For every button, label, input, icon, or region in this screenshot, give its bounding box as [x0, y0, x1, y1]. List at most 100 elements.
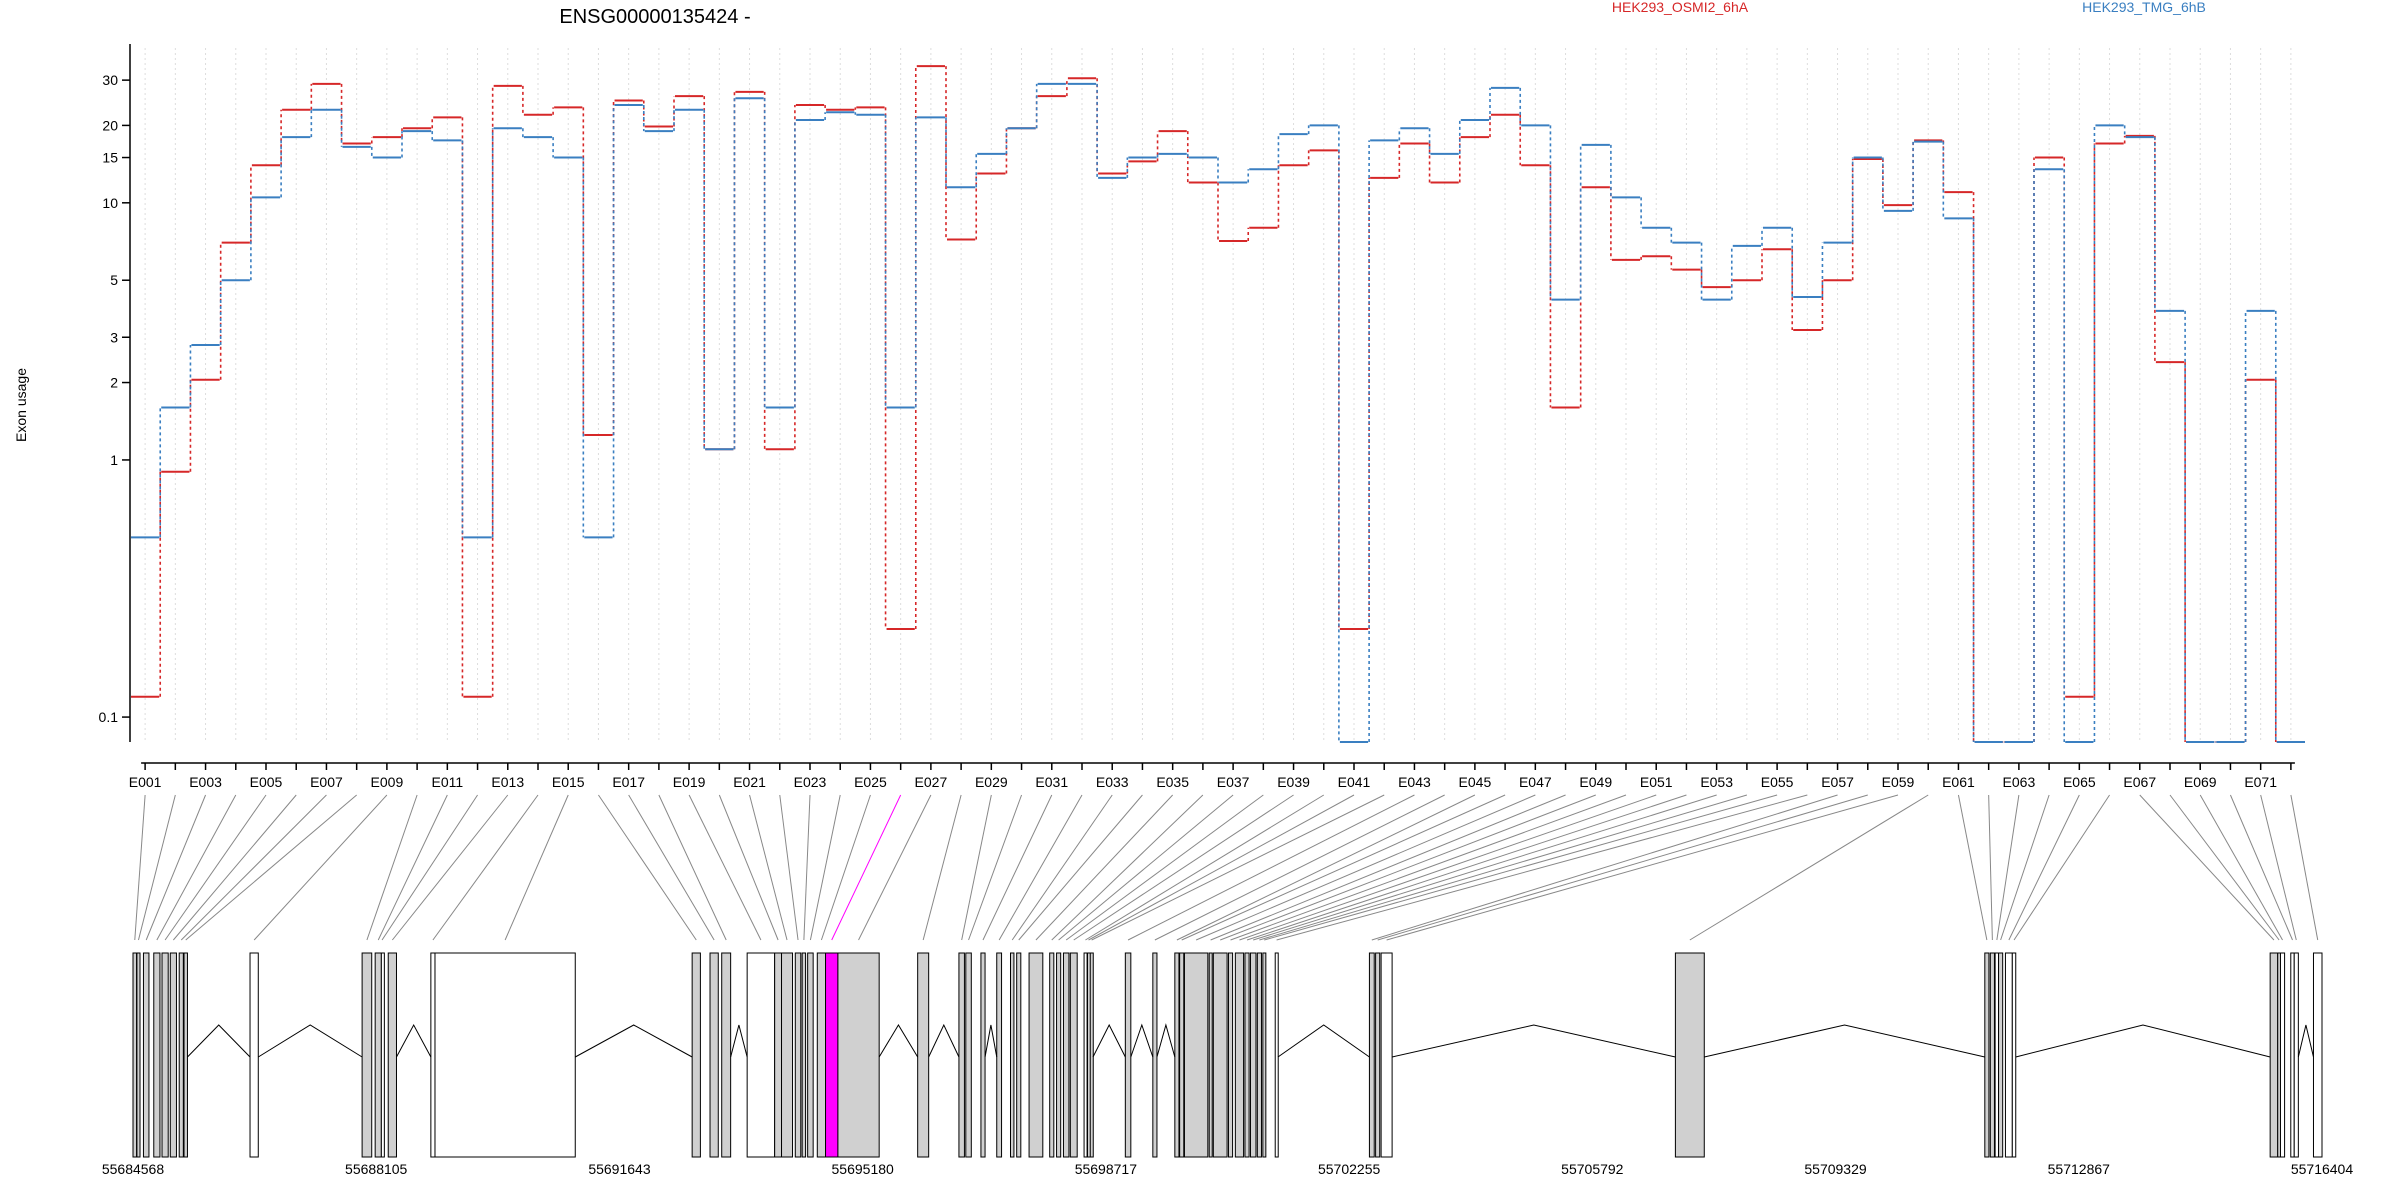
exon-connector — [1176, 794, 1476, 941]
exon-block — [1262, 952, 1267, 1158]
genomic-coordinate-label: 55712867 — [2048, 1161, 2111, 1177]
intron-line — [928, 1023, 960, 1058]
exon-block — [1375, 952, 1381, 1158]
exon-block — [1994, 952, 2000, 1158]
exon-connector — [1065, 794, 1264, 941]
exon-connector — [628, 794, 715, 941]
x-tick-label: E059 — [1882, 774, 1915, 790]
exon-connector — [2229, 794, 2293, 941]
grid-layer — [144, 48, 2292, 742]
exon-connector — [137, 794, 176, 941]
exon-block — [1227, 952, 1234, 1158]
exon-connector — [1957, 794, 1988, 941]
exon-connector — [961, 794, 992, 941]
exon-connector — [922, 794, 962, 941]
exon-block — [1179, 952, 1185, 1158]
exon-block — [142, 952, 150, 1158]
exon-block — [1274, 952, 1279, 1158]
genomic-coordinate-label: 55709329 — [1804, 1161, 1867, 1177]
genomic-coordinate-label: 55691643 — [588, 1161, 651, 1177]
y-tick-label: 10 — [102, 195, 118, 211]
x-tick-label: E047 — [1519, 774, 1552, 790]
exon-connector — [1230, 794, 1627, 941]
intron-line — [575, 1024, 693, 1058]
exon-connector — [1058, 794, 1234, 941]
exon-block — [746, 952, 776, 1158]
intron-line — [878, 1024, 919, 1058]
exon-block — [132, 952, 138, 1158]
exon-connector — [688, 794, 762, 941]
y-tick-label: 15 — [102, 150, 118, 166]
exon-connector — [1220, 794, 1596, 941]
intron-line — [1092, 1023, 1126, 1058]
exon-block — [169, 952, 177, 1158]
exon-connector — [185, 794, 357, 941]
exon-block — [958, 952, 965, 1158]
x-tick-label: E037 — [1217, 774, 1250, 790]
intron-line — [2297, 1024, 2314, 1058]
exon-connector — [1210, 794, 1566, 941]
x-tick-label: E021 — [733, 774, 766, 790]
x-tick-label: E039 — [1277, 774, 1310, 790]
x-tick-label: E031 — [1035, 774, 1068, 790]
exon-connector — [1195, 794, 1536, 941]
exon-connector — [831, 794, 902, 941]
genomic-coordinate-label: 55716404 — [2291, 1161, 2354, 1177]
exon-block — [996, 952, 1003, 1158]
x-tick-label: E025 — [854, 774, 887, 790]
genomic-coordinate-label: 55702255 — [1318, 1161, 1381, 1177]
exon-block — [1998, 952, 2004, 1158]
y-axis-label: Exon usage — [13, 368, 29, 442]
exon-block — [1049, 952, 1055, 1158]
y-tick-label: 5 — [110, 272, 118, 288]
exon-block — [1124, 952, 1132, 1158]
x-tick-label: E023 — [794, 774, 827, 790]
exon-connector — [1371, 794, 1838, 941]
x-tick-label: E017 — [612, 774, 645, 790]
y-tick-label: 2 — [110, 375, 118, 391]
exon-block — [1234, 952, 1245, 1158]
exon-connector — [156, 794, 237, 941]
exon-connector — [2260, 794, 2297, 941]
exon-block — [1174, 952, 1180, 1158]
series-2 — [131, 82, 2305, 743]
x-tick-label: E043 — [1398, 774, 1431, 790]
exon-block — [781, 952, 794, 1158]
exon-block — [691, 952, 701, 1158]
exon-connector — [968, 794, 1023, 941]
x-tick-label: E051 — [1640, 774, 1673, 790]
exon-connector — [658, 794, 727, 941]
intron-line — [187, 1024, 251, 1058]
exon-block — [807, 952, 814, 1158]
exon-block — [249, 952, 259, 1158]
exon-block — [1062, 952, 1070, 1158]
exon-connector — [1051, 794, 1204, 941]
intron-line — [2015, 1024, 2271, 1058]
exon-connector — [803, 794, 811, 941]
exon-block — [721, 952, 732, 1158]
exon-block — [374, 952, 382, 1158]
exon-block — [825, 952, 839, 1158]
exon-connector — [1181, 794, 1506, 941]
exon-connector — [2199, 794, 2283, 941]
genomic-coordinate-label: 55684568 — [102, 1161, 165, 1177]
exon-block — [1009, 952, 1015, 1158]
exon-connector — [1377, 794, 1868, 941]
legend-series-1: HEK293_OSMI2_6hA — [1612, 0, 1749, 15]
genomic-coordinate-label: 55705792 — [1561, 1161, 1624, 1177]
intron-line — [1704, 1024, 1985, 1058]
exon-connector — [982, 794, 1053, 941]
chart-title: ENSG00000135424 - — [559, 6, 750, 28]
exon-block — [1368, 952, 1375, 1158]
exon-block — [1674, 952, 1705, 1158]
exon-connector — [2139, 794, 2275, 941]
x-tick-label: E029 — [975, 774, 1008, 790]
exon-block — [361, 952, 373, 1158]
exon-connector — [391, 794, 509, 941]
intron-line — [1391, 1024, 1676, 1058]
exon-block — [837, 952, 880, 1158]
exon-connector-layer — [134, 794, 2319, 941]
exon-connector — [779, 794, 799, 941]
x-tick-label: E009 — [371, 774, 404, 790]
